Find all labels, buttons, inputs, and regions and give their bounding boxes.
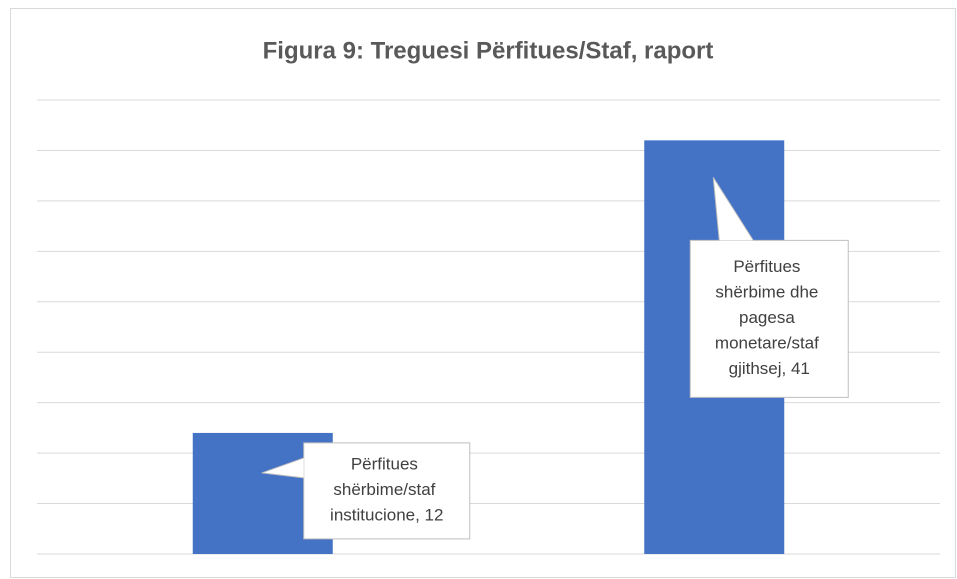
chart-title: Figura 9: Treguesi Përfitues/Staf, rapor… bbox=[263, 37, 714, 64]
data-label: Përfitues shërbime dhe pagesa monetare/s… bbox=[715, 257, 824, 378]
data-label-line: monetare/staf bbox=[715, 334, 824, 353]
data-label-line: Përfitues bbox=[351, 455, 423, 474]
data-callout: Përfitues shërbime dhe pagesa monetare/s… bbox=[689, 177, 849, 398]
data-callout: Përfitues shërbime/staf institucione, 12 bbox=[261, 442, 471, 540]
callout-box bbox=[303, 442, 471, 540]
callout-box bbox=[689, 239, 849, 398]
data-label-line: institucione, 12 bbox=[330, 506, 443, 525]
data-label-line: Përfitues bbox=[733, 257, 805, 276]
data-label-line: shërbime dhe bbox=[715, 283, 823, 302]
callout-pointer bbox=[261, 457, 304, 479]
data-label-line: shërbime/staf bbox=[333, 480, 440, 499]
data-label-line: pagesa bbox=[739, 308, 800, 327]
data-label-line: gjithsej, 41 bbox=[729, 359, 810, 378]
data-label: Përfitues shërbime/staf institucione, 12 bbox=[330, 455, 443, 525]
callout-pointer bbox=[712, 177, 754, 241]
